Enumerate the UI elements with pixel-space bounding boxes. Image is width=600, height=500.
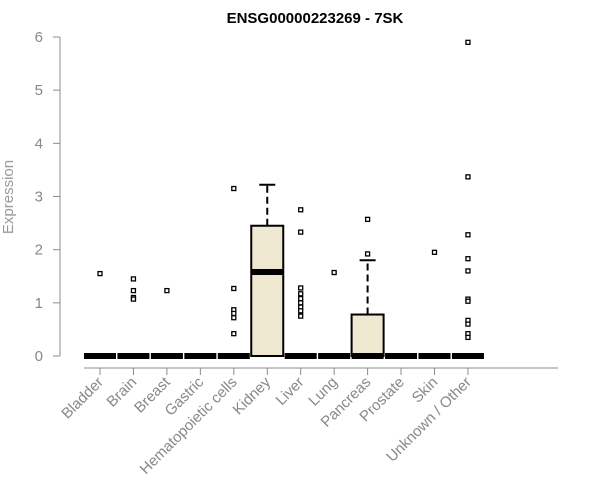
outlier-point	[465, 334, 471, 341]
outlier-point	[298, 295, 304, 302]
box-series	[84, 39, 484, 359]
box-group	[350, 216, 385, 359]
box-group	[418, 249, 451, 359]
x-tick-label: Bladder	[58, 374, 107, 423]
outlier-point	[164, 287, 170, 294]
outlier-point	[465, 321, 471, 327]
y-tick-label: 1	[35, 295, 43, 312]
outlier-point	[465, 256, 471, 262]
box-group	[150, 287, 183, 359]
outlier-point	[364, 216, 371, 223]
box-group	[318, 269, 351, 359]
y-axis-label: Expression	[0, 160, 17, 234]
y-tick-label: 0	[35, 348, 43, 365]
outlier-point	[298, 207, 304, 213]
x-tick-label: Liver	[273, 374, 308, 409]
y-axis-ticks: 0 1 2 3 4 5 6	[35, 29, 60, 365]
outlier-point	[298, 229, 304, 235]
box	[250, 224, 285, 357]
x-tick-label: Kidney	[230, 373, 275, 418]
outlier-point	[465, 174, 471, 180]
y-tick-label: 4	[35, 135, 43, 152]
box-group	[250, 183, 285, 357]
outlier-point	[465, 298, 471, 304]
y-tick-label: 5	[35, 82, 43, 99]
box	[350, 313, 385, 357]
outlier-point	[130, 287, 137, 294]
outlier-point	[331, 269, 337, 276]
y-tick-label: 3	[35, 189, 43, 206]
outlier-point	[465, 39, 471, 45]
outlier-point	[231, 331, 237, 337]
outlier-point	[298, 300, 304, 306]
box-group	[84, 270, 116, 359]
box-group	[451, 39, 484, 359]
outlier-point	[364, 251, 371, 257]
outlier-point	[130, 276, 137, 282]
outlier-point	[97, 270, 103, 277]
y-tick-label: 6	[35, 29, 43, 46]
outlier-point	[431, 249, 438, 255]
outlier-point	[231, 310, 237, 317]
outlier-point	[298, 308, 304, 314]
outlier-point	[298, 291, 304, 297]
outlier-point	[465, 268, 471, 274]
outlier-point	[130, 296, 137, 302]
outlier-point	[231, 285, 237, 292]
outlier-point	[231, 315, 237, 321]
outlier-point	[298, 285, 304, 291]
outlier-point	[465, 232, 471, 238]
y-tick-label: 2	[35, 242, 43, 259]
outlier-point	[231, 185, 237, 192]
box-group	[217, 185, 250, 359]
box-group	[117, 276, 150, 359]
box-group	[284, 207, 317, 359]
outlier-point	[298, 313, 304, 319]
chart-title: ENSG00000223269 - 7SK	[227, 10, 404, 27]
